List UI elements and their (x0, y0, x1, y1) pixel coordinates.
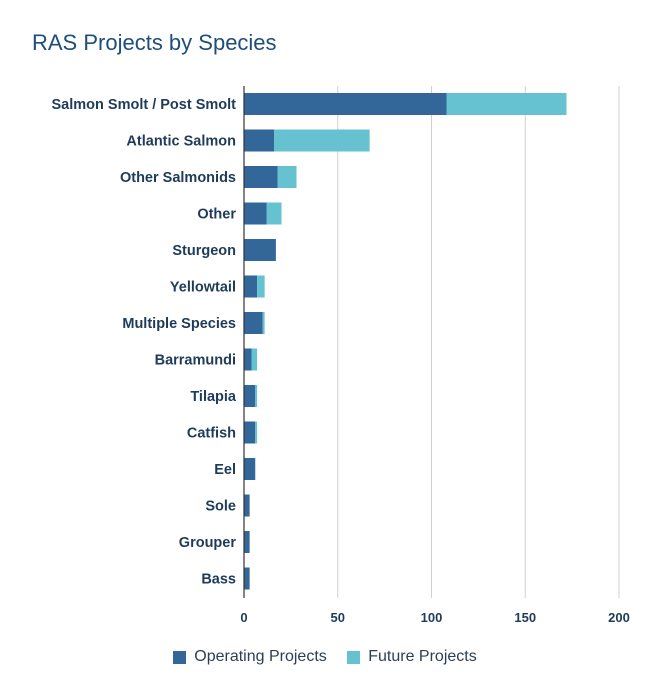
bar-segment (255, 385, 258, 407)
bar-segment (244, 567, 250, 590)
category-label: Sole (205, 499, 236, 515)
x-tick-label: 200 (608, 610, 630, 625)
bar-segment (244, 312, 263, 334)
bar-segment (244, 421, 256, 444)
gridlines (337, 86, 620, 598)
bar-segment (244, 458, 256, 480)
category-label: Other (197, 207, 236, 223)
bar-segment (262, 312, 265, 334)
bar-chart: Salmon Smolt / Post Smolt Atlantic Salmon… (52, 86, 630, 625)
bar-segment (244, 531, 250, 553)
legend-item-operating: Operating Projects (173, 648, 327, 666)
bar-segment (266, 202, 282, 225)
category-label: Grouper (179, 535, 237, 551)
x-axis-ticks: 0 50 100 150 200 (240, 610, 629, 625)
category-label: Catfish (187, 426, 236, 442)
bar-segment (244, 202, 267, 225)
legend-swatch-future (347, 650, 361, 664)
bar-segment (251, 348, 258, 371)
x-tick-label: 0 (240, 610, 247, 625)
bar-segment (244, 494, 250, 517)
category-label: Barramundi (155, 353, 236, 369)
bar-segment (244, 239, 276, 261)
category-label: Eel (214, 462, 236, 478)
legend: Operating Projects Future Projects (0, 648, 650, 669)
bar-segment (244, 166, 278, 188)
category-label: Salmon Smolt / Post Smolt (52, 97, 237, 113)
bars (244, 93, 567, 590)
category-label: Other Salmonids (120, 170, 236, 186)
category-label: Bass (201, 572, 236, 588)
bar-segment (274, 129, 370, 152)
x-tick-label: 50 (331, 610, 345, 625)
bar-segment (446, 93, 567, 115)
bar-segment (244, 275, 258, 298)
chart-title: RAS Projects by Species (32, 30, 277, 55)
category-label: Atlantic Salmon (126, 134, 236, 150)
legend-label-operating: Operating Projects (194, 648, 327, 665)
category-label: Sturgeon (172, 243, 236, 259)
bar-segment (244, 348, 252, 371)
legend-swatch-operating (173, 650, 187, 664)
category-label: Yellowtail (170, 280, 236, 296)
category-label: Multiple Species (122, 316, 236, 332)
bar-segment (277, 166, 297, 188)
bar-segment (257, 275, 265, 298)
x-tick-label: 150 (514, 610, 536, 625)
bar-segment (244, 385, 256, 407)
legend-item-future: Future Projects (347, 648, 477, 666)
bar-segment (244, 93, 447, 115)
category-label: Tilapia (190, 389, 237, 405)
category-labels: Salmon Smolt / Post Smolt Atlantic Salmon… (52, 97, 237, 588)
x-tick-label: 100 (421, 610, 443, 625)
bar-segment (255, 421, 258, 444)
legend-label-future: Future Projects (368, 648, 477, 665)
bar-segment (244, 129, 274, 152)
